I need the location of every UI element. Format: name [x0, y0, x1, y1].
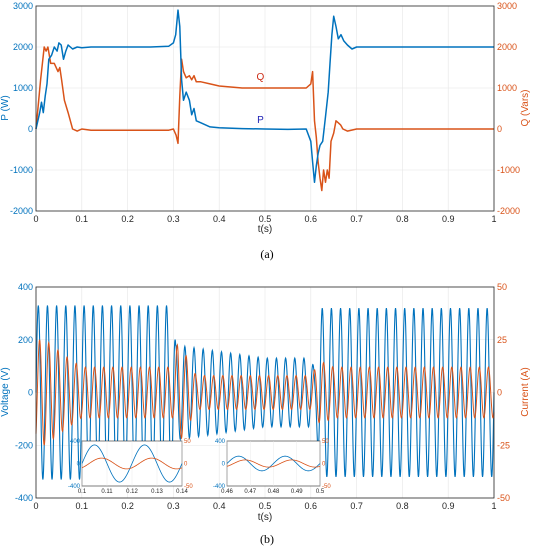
- chart-b-xlabel: t(s): [258, 512, 272, 523]
- inset-x-tick-label: 0.49: [291, 489, 303, 495]
- inset-x-tick-label: 0.1: [78, 489, 87, 495]
- inset-current-line: [226, 459, 321, 468]
- chart-b-series: [35, 305, 495, 480]
- y-right-tick-label: -1000: [497, 165, 520, 175]
- y-right-tick-label: 25: [497, 335, 507, 345]
- y-right-tick-label: -50: [497, 493, 510, 503]
- x-tick-label: 0.5: [259, 214, 272, 224]
- x-tick-label: 0: [33, 214, 38, 224]
- chart-a: 0 0.1 0.2 0.3 0.4 0.5 0.6 0.7 0.8 0.9 1 3000 3000 200…: [0, 1, 531, 261]
- x-tick-label: 0.2: [121, 501, 134, 511]
- inset-y-left-tick-label: -400: [68, 484, 81, 490]
- annotation-p: P: [257, 115, 264, 126]
- y-right-tick-label: -25: [497, 440, 510, 450]
- inset-y-right-tick-label: 50: [184, 439, 191, 445]
- inset-y-left-tick-label: 400: [215, 439, 226, 445]
- y-left-tick-label: -2000: [10, 206, 33, 216]
- x-tick-label: 1: [491, 214, 496, 224]
- annotation-q: Q: [257, 72, 265, 83]
- inset-y-right-tick-label: -50: [184, 484, 193, 490]
- y-left-tick-label: 0: [28, 124, 33, 134]
- chart-a-ticks: 0 0.1 0.2 0.3 0.4 0.5 0.6 0.7 0.8 0.9 1 3000 3000 200…: [10, 1, 520, 224]
- chart-a-axes-box: [35, 5, 495, 212]
- inset-x-tick-label: 0.47: [244, 489, 256, 495]
- x-tick-label: 0.7: [350, 214, 363, 224]
- inset-y-left-tick-label: 400: [70, 439, 81, 445]
- inset-y-left-tick-label: 0: [77, 462, 81, 468]
- inset-voltage-line: [81, 444, 183, 483]
- chart-a-series: [35, 9, 494, 192]
- inset-x-tick-label: 0.48: [268, 489, 280, 495]
- y-right-tick-label: 2000: [497, 42, 517, 52]
- y-right-tick-label: 3000: [497, 1, 517, 11]
- chart-b-ylabel-right: Current (A): [520, 367, 531, 416]
- y-left-tick-label: 2000: [13, 42, 33, 52]
- x-tick-label: 0.3: [167, 501, 180, 511]
- y-left-tick-label: -400: [15, 493, 33, 503]
- x-tick-label: 0.7: [350, 501, 363, 511]
- x-tick-label: 0.4: [213, 501, 226, 511]
- x-tick-label: 0.6: [305, 214, 318, 224]
- inset-x-tick-label: 0.12: [126, 489, 138, 495]
- y-right-tick-label: 0: [497, 124, 502, 134]
- y-right-tick-label: 50: [497, 282, 507, 292]
- inset-y-left-tick-label: -400: [213, 484, 226, 490]
- x-tick-label: 0.8: [396, 501, 409, 511]
- chart-a-xlabel: t(s): [258, 224, 272, 235]
- inset-y-left-tick-label: 0: [222, 462, 226, 468]
- x-tick-label: 0.6: [305, 501, 318, 511]
- chart-a-ylabel-left: P (W): [0, 95, 11, 120]
- y-left-tick-label: 0: [28, 388, 33, 398]
- inset-y-right-tick-label: 0: [322, 462, 326, 468]
- chart-b-ticks: 0 0.1 0.2 0.3 0.4 0.5 0.6 0.7 0.8 0.9 1 400 50 200 25 0…: [15, 282, 510, 511]
- series-q-line: [35, 46, 494, 192]
- x-tick-label: 0.9: [442, 501, 455, 511]
- inset-x-tick-label: 0.11: [101, 489, 113, 495]
- x-tick-label: 0.9: [442, 214, 455, 224]
- chart-a-ylabel-right: Q (Vars): [520, 89, 531, 126]
- x-tick-label: 0.3: [167, 214, 180, 224]
- y-left-tick-label: 3000: [13, 1, 33, 11]
- y-left-tick-label: 1000: [13, 83, 33, 93]
- chart-b-ylabel-left: Voltage (V): [0, 367, 11, 416]
- x-tick-label: 0.1: [76, 501, 89, 511]
- x-tick-label: 0.8: [396, 214, 409, 224]
- series-current-line: [35, 339, 495, 446]
- series-p-line: [35, 9, 494, 184]
- y-left-tick-label: 400: [18, 282, 33, 292]
- x-tick-label: 0.1: [76, 214, 89, 224]
- inset-y-right-tick-label: -50: [322, 484, 331, 490]
- x-tick-label: 0.5: [259, 501, 272, 511]
- y-left-tick-label: 200: [18, 335, 33, 345]
- chart-b-caption: (b): [260, 532, 274, 546]
- x-tick-label: 1: [491, 501, 496, 511]
- inset-x-tick-label: 0.13: [151, 489, 163, 495]
- y-right-tick-label: 0: [497, 388, 502, 398]
- inset-x-tick-label: 0.46: [221, 489, 233, 495]
- series-voltage-line: [35, 305, 495, 480]
- inset-y-right-tick-label: 50: [322, 439, 329, 445]
- chart-b-axes-box: [35, 286, 495, 499]
- inset-current-line: [81, 457, 183, 470]
- y-right-tick-label: -2000: [497, 206, 520, 216]
- inset-1: 0.1 0.11 0.12 0.13 0.14 400 50 0 0 -400 -50: [68, 439, 193, 495]
- y-right-tick-label: 1000: [497, 83, 517, 93]
- y-left-tick-label: -200: [15, 440, 33, 450]
- inset-y-right-tick-label: 0: [184, 462, 188, 468]
- inset-x-tick-label: 0.14: [176, 489, 188, 495]
- inset-2: 0.46 0.47 0.48 0.49 0.5 400 50 0 0 -400 -50: [213, 439, 331, 495]
- x-tick-label: 0.2: [121, 214, 134, 224]
- x-tick-label: 0: [33, 501, 38, 511]
- x-tick-label: 0.4: [213, 214, 226, 224]
- inset-x-tick-label: 0.5: [316, 489, 325, 495]
- inset-voltage-line: [226, 455, 321, 472]
- chart-a-caption: (a): [260, 247, 273, 261]
- chart-b: 0 0.1 0.2 0.3 0.4 0.5 0.6 0.7 0.8 0.9 1 400 50 200 25 0…: [0, 282, 531, 546]
- y-left-tick-label: -1000: [10, 165, 33, 175]
